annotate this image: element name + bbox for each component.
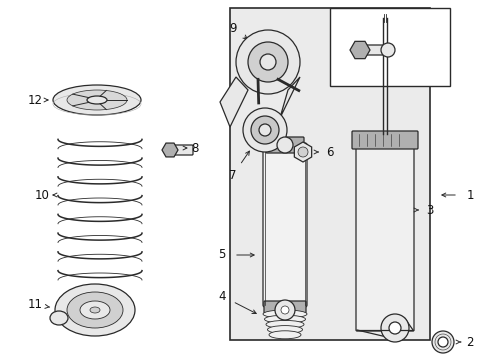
Ellipse shape [53, 85, 141, 115]
Text: 2: 2 [465, 336, 473, 348]
Circle shape [274, 300, 294, 320]
Polygon shape [220, 77, 247, 127]
Circle shape [388, 322, 400, 334]
Text: 7: 7 [229, 168, 236, 181]
Ellipse shape [67, 292, 123, 328]
FancyBboxPatch shape [263, 143, 306, 307]
Text: 10: 10 [35, 189, 49, 202]
Circle shape [250, 116, 279, 144]
Polygon shape [294, 142, 311, 162]
Ellipse shape [90, 307, 100, 313]
Text: 3: 3 [426, 203, 433, 216]
Ellipse shape [268, 331, 301, 339]
Text: 9: 9 [229, 22, 236, 35]
Ellipse shape [67, 90, 127, 110]
FancyBboxPatch shape [169, 145, 193, 155]
Circle shape [236, 30, 299, 94]
Circle shape [380, 43, 394, 57]
Text: 4: 4 [218, 289, 225, 302]
Circle shape [297, 147, 307, 157]
Circle shape [247, 42, 287, 82]
Ellipse shape [267, 325, 302, 334]
Circle shape [276, 137, 292, 153]
Text: 5: 5 [218, 248, 225, 261]
Text: 8: 8 [191, 141, 198, 154]
Text: 1: 1 [465, 189, 473, 202]
Ellipse shape [50, 311, 68, 325]
Bar [229, 8, 429, 340]
Circle shape [380, 314, 408, 342]
Text: 12: 12 [27, 94, 42, 107]
FancyBboxPatch shape [355, 141, 413, 331]
Circle shape [259, 124, 270, 136]
Ellipse shape [263, 310, 306, 318]
Text: 6: 6 [325, 145, 333, 158]
Circle shape [260, 54, 275, 70]
Ellipse shape [87, 96, 107, 104]
FancyBboxPatch shape [351, 131, 417, 149]
Polygon shape [162, 143, 178, 157]
Circle shape [437, 337, 447, 347]
Circle shape [431, 331, 453, 353]
Ellipse shape [80, 301, 110, 319]
Ellipse shape [55, 284, 135, 336]
Polygon shape [349, 41, 369, 59]
FancyBboxPatch shape [358, 45, 388, 55]
Text: 8: 8 [415, 45, 423, 59]
Polygon shape [272, 77, 299, 142]
Circle shape [243, 108, 286, 152]
Circle shape [281, 306, 288, 314]
Bar [329, 8, 449, 86]
FancyBboxPatch shape [264, 301, 305, 313]
FancyBboxPatch shape [265, 137, 304, 153]
Ellipse shape [265, 320, 304, 328]
Text: 11: 11 [27, 298, 42, 311]
Ellipse shape [264, 315, 305, 323]
